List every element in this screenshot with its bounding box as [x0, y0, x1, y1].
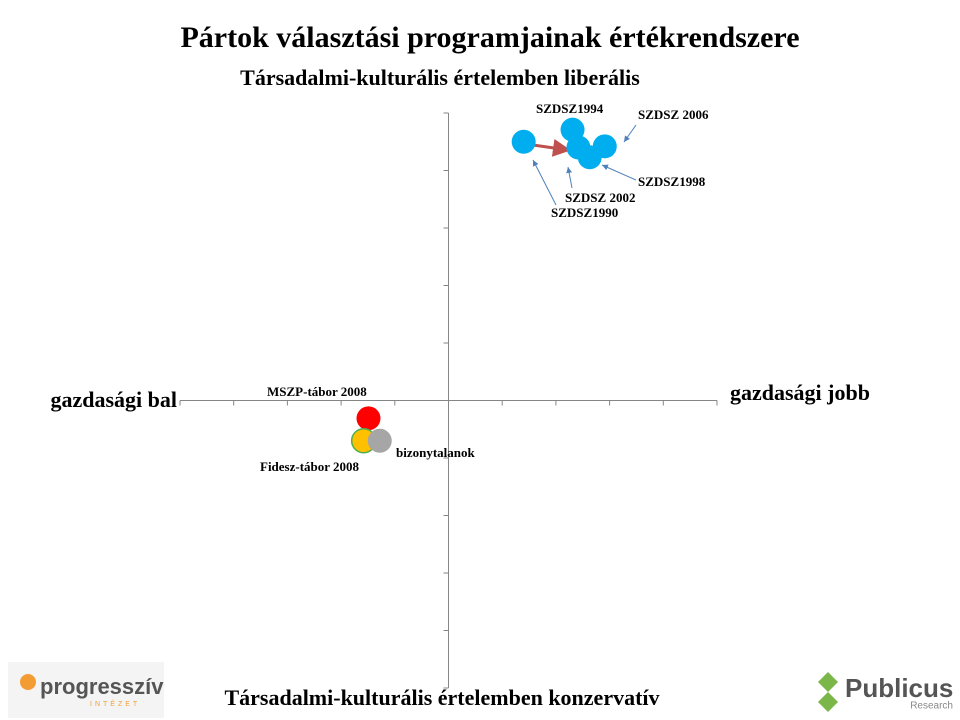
logo-right: Publicus Research [818, 672, 953, 712]
point-label: SZDSZ1998 [638, 174, 706, 189]
logo-text: Publicus [845, 673, 953, 703]
logo-sub: INTÉZET [90, 699, 140, 708]
logo-icon [20, 674, 36, 690]
x-left-label: gazdasági bal [50, 387, 177, 412]
chart-title: Pártok választási programjainak értékren… [180, 21, 799, 54]
leader-line [566, 166, 573, 189]
point [511, 129, 536, 154]
y-top-label: Társadalmi-kulturális értelemben liberál… [240, 65, 640, 90]
point-label: SZDSZ 2002 [565, 190, 635, 205]
logo-sub: Research [910, 701, 953, 712]
point-label: SZDSZ1994 [536, 101, 604, 116]
point-label: bizonytalanok [396, 445, 476, 460]
leader-line [532, 159, 557, 206]
point [592, 134, 617, 159]
leader-line [601, 164, 637, 181]
leader-line [623, 124, 637, 143]
point-label: Fidesz-tábor 2008 [260, 459, 360, 474]
logo-icon [818, 672, 838, 712]
y-bottom-label: Társadalmi-kulturális értelemben konzerv… [224, 685, 659, 710]
logo-left: progresszív INTÉZET [8, 662, 164, 718]
point [367, 428, 392, 453]
point-label: SZDSZ1990 [551, 205, 618, 220]
point-label: MSZP-tábor 2008 [267, 384, 367, 399]
logo-text: progresszív [40, 674, 164, 699]
point-label: SZDSZ 2006 [638, 107, 709, 122]
logo-box [8, 662, 164, 718]
point [356, 406, 381, 431]
trend-arrow [532, 138, 571, 157]
x-right-label: gazdasági jobb [730, 380, 870, 405]
